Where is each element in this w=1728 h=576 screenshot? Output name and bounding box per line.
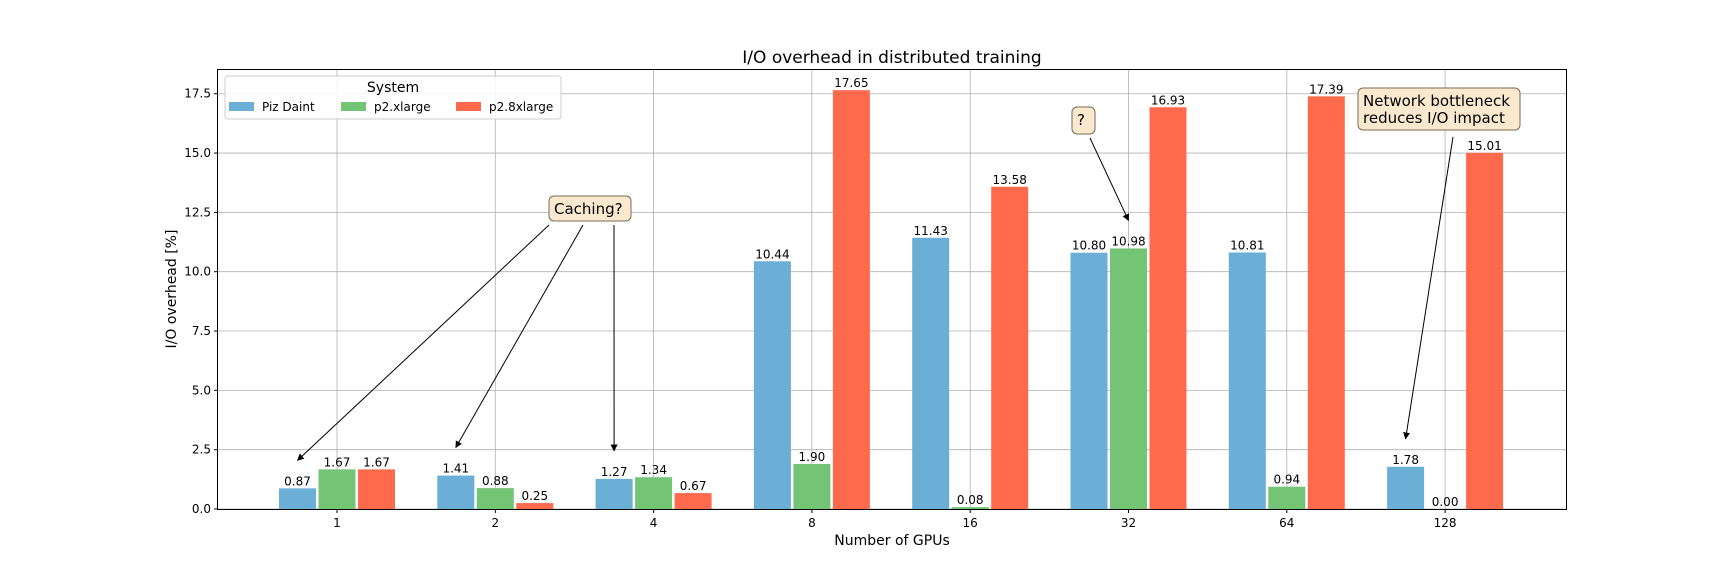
x-tick-label: 4 xyxy=(650,516,658,530)
legend-swatch xyxy=(341,102,366,111)
legend-title: System xyxy=(367,80,419,96)
plot-frame xyxy=(217,69,1567,510)
bar xyxy=(1110,248,1147,509)
bar-value-label: 0.08 xyxy=(957,493,984,507)
x-tick-label: 2 xyxy=(491,516,499,530)
bar xyxy=(1228,252,1266,509)
bar xyxy=(1070,252,1108,509)
bar xyxy=(832,90,870,509)
legend-label: p2.8xlarge xyxy=(489,100,553,114)
bar-value-label: 13.58 xyxy=(993,173,1027,187)
annotation-arrow xyxy=(455,224,584,449)
bar-value-label: 1.67 xyxy=(324,455,351,469)
bar xyxy=(595,478,633,509)
data-labels: 0.87 1.41 1.27 10.44 11.43 10.80 10.81 1.78 1.67… xyxy=(284,76,1502,509)
bar-value-label: 0.00 xyxy=(1432,495,1459,509)
bar-value-label: 10.81 xyxy=(1230,238,1264,252)
y-tick-label: 15.0 xyxy=(184,146,211,160)
annotation-arrow xyxy=(296,224,550,461)
bar xyxy=(1268,486,1306,509)
y-tick-label: 10.0 xyxy=(184,265,211,279)
bar-value-label: 0.25 xyxy=(521,489,548,503)
bar xyxy=(912,237,950,509)
bar xyxy=(476,488,514,509)
y-tick-label: 2.5 xyxy=(192,443,211,457)
bar-value-label: 0.67 xyxy=(680,479,707,493)
annotation-box xyxy=(1357,87,1521,131)
annotation-arrow xyxy=(1089,137,1130,222)
bar-value-label: 15.01 xyxy=(1467,139,1501,153)
bar xyxy=(1307,96,1345,509)
bar xyxy=(635,477,673,509)
legend-swatch xyxy=(229,102,254,111)
bar-value-label: 11.43 xyxy=(914,224,948,238)
bar-value-label: 10.44 xyxy=(755,247,789,261)
x-tick-label: 32 xyxy=(1121,516,1136,530)
bar-value-label: 17.39 xyxy=(1309,82,1343,96)
bar xyxy=(1387,466,1425,509)
x-tick-label: 1 xyxy=(333,516,341,530)
bar-value-label: 1.90 xyxy=(799,450,826,464)
bar-value-label: 1.34 xyxy=(640,463,667,477)
legend: System Piz Daint p2.xlarge p2.8xlarge xyxy=(224,75,562,120)
x-tick-label: 8 xyxy=(808,516,816,530)
x-axis-ticks: 1 2 4 8 16 32 64 128 xyxy=(333,509,1457,530)
bar xyxy=(951,507,989,509)
x-tick-label: 16 xyxy=(963,516,978,530)
bar-value-label: 16.93 xyxy=(1151,93,1185,107)
x-tick-label: 64 xyxy=(1279,516,1294,530)
annotation-text: Network bottleneck xyxy=(1363,92,1510,110)
bar-value-label: 10.98 xyxy=(1111,234,1145,248)
bar-value-label: 1.27 xyxy=(601,465,628,479)
y-axis-ticks: 0.0 2.5 5.0 7.5 10.0 12.5 15.0 17.5 xyxy=(184,87,218,516)
chart-title: I/O overhead in distributed training xyxy=(742,48,1041,68)
annotation-text: reduces I/O impact xyxy=(1363,109,1505,127)
y-tick-label: 5.0 xyxy=(192,383,211,397)
bar-value-label: 17.65 xyxy=(834,76,868,90)
bar xyxy=(1149,107,1187,509)
bar xyxy=(753,261,791,509)
annotation-text: Caching? xyxy=(554,200,623,218)
bar xyxy=(358,469,395,509)
y-tick-label: 17.5 xyxy=(184,87,211,101)
y-axis-label: I/O overhead [%] xyxy=(164,230,180,349)
bar xyxy=(1466,152,1504,509)
bar xyxy=(793,463,831,509)
bar-value-label: 0.94 xyxy=(1273,473,1300,487)
bar-value-label: 1.41 xyxy=(442,462,469,476)
bar xyxy=(991,186,1029,509)
bar-value-label: 0.88 xyxy=(482,474,509,488)
annotation-box xyxy=(1071,106,1096,135)
bar xyxy=(437,475,475,509)
bars xyxy=(279,90,1504,509)
bar-value-label: 1.67 xyxy=(363,455,390,469)
y-tick-label: 0.0 xyxy=(192,502,211,516)
x-tick-label: 128 xyxy=(1434,516,1457,530)
annotation-text: ? xyxy=(1077,111,1085,129)
x-axis-label: Number of GPUs xyxy=(834,533,949,549)
y-tick-label: 7.5 xyxy=(192,324,211,338)
legend-label: p2.xlarge xyxy=(374,100,431,114)
annotation-arrow xyxy=(1403,136,1454,440)
legend-swatch xyxy=(456,102,481,111)
bar-value-label: 1.78 xyxy=(1392,453,1419,467)
annotation-box xyxy=(548,195,632,222)
bar xyxy=(279,488,316,509)
bar-value-label: 0.87 xyxy=(284,474,311,488)
bar xyxy=(516,503,554,509)
legend-label: Piz Daint xyxy=(262,100,315,114)
y-tick-label: 12.5 xyxy=(184,205,211,219)
bar xyxy=(318,469,356,509)
bar xyxy=(674,493,712,509)
bar-value-label: 10.80 xyxy=(1072,239,1106,253)
grid-lines xyxy=(218,70,1566,510)
